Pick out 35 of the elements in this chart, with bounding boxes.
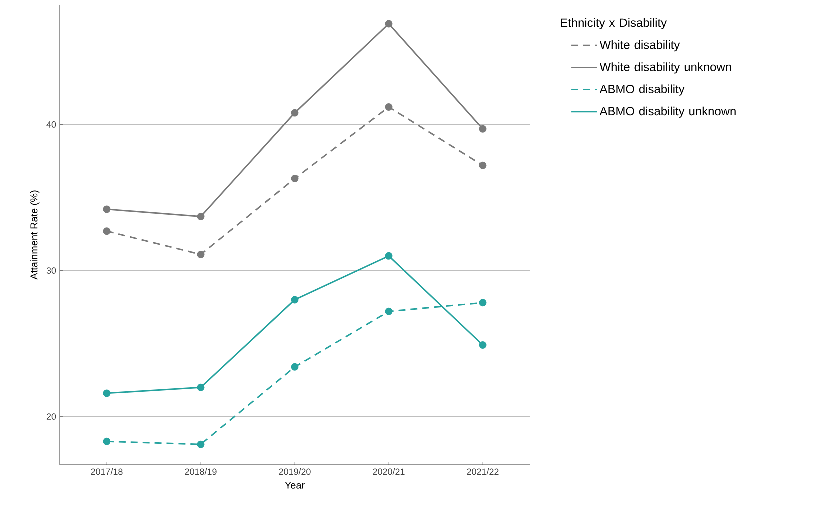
point <box>385 308 393 316</box>
point <box>479 125 487 133</box>
point <box>197 213 205 220</box>
point <box>291 109 299 117</box>
point <box>479 299 487 307</box>
point <box>103 390 111 398</box>
x-tick-label: 2018/19 <box>185 468 217 476</box>
point <box>103 438 111 446</box>
point <box>479 162 487 170</box>
y-tick-label: 30 <box>46 268 56 274</box>
x-axis-title: Year <box>285 482 305 489</box>
point <box>197 384 205 392</box>
point <box>479 342 487 349</box>
point <box>291 296 299 304</box>
y-tick-label: 20 <box>46 414 56 420</box>
point <box>197 250 205 258</box>
y-tick-label: 40 <box>46 122 56 128</box>
x-tick-label: 2020/21 <box>373 468 405 476</box>
point <box>103 206 111 214</box>
y-axis-title: Attainment Rate (%) <box>30 190 40 280</box>
point <box>103 228 111 236</box>
x-tick-label: 2021/22 <box>467 468 499 476</box>
point <box>291 363 299 371</box>
legend-label: ABMO disability <box>600 84 685 96</box>
legend-title: Ethnicity x Disability <box>561 18 668 30</box>
point <box>291 175 299 183</box>
x-tick-label: 2019/20 <box>279 468 311 476</box>
legend-label: White disability unknown <box>600 62 732 74</box>
x-tick-label: 2017/18 <box>91 468 123 476</box>
legend-label: ABMO disability unknown <box>600 106 736 118</box>
point <box>385 20 393 28</box>
legend-label: White disability <box>600 40 680 52</box>
point <box>385 252 393 260</box>
point <box>197 440 205 448</box>
point <box>385 103 393 111</box>
